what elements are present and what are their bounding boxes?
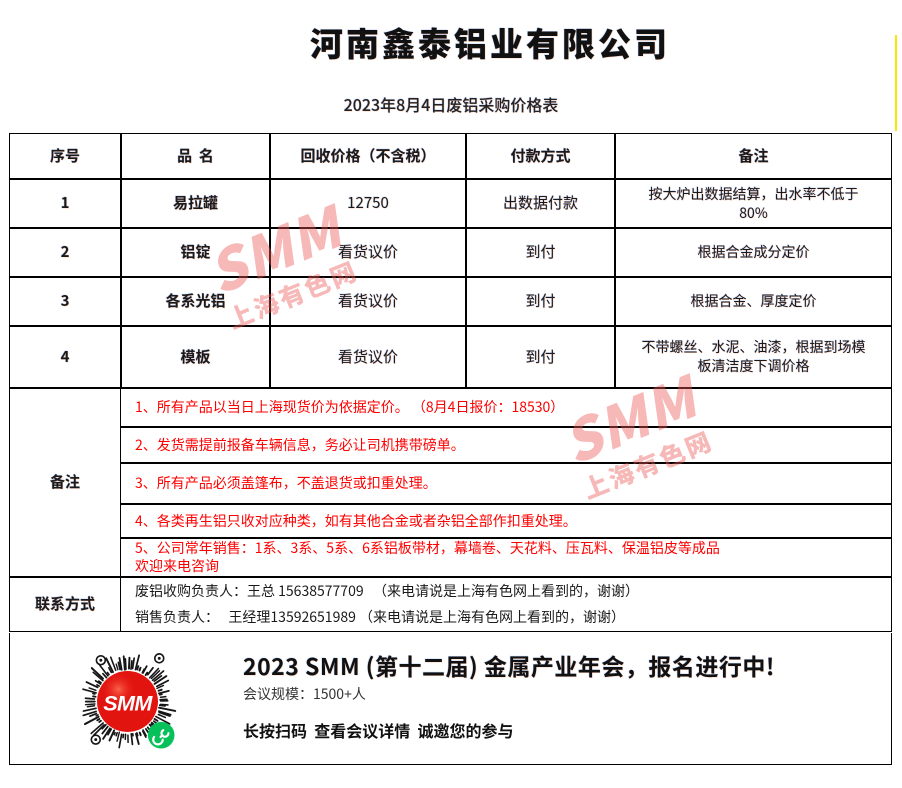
svg-text:SMM: SMM: [103, 690, 153, 715]
